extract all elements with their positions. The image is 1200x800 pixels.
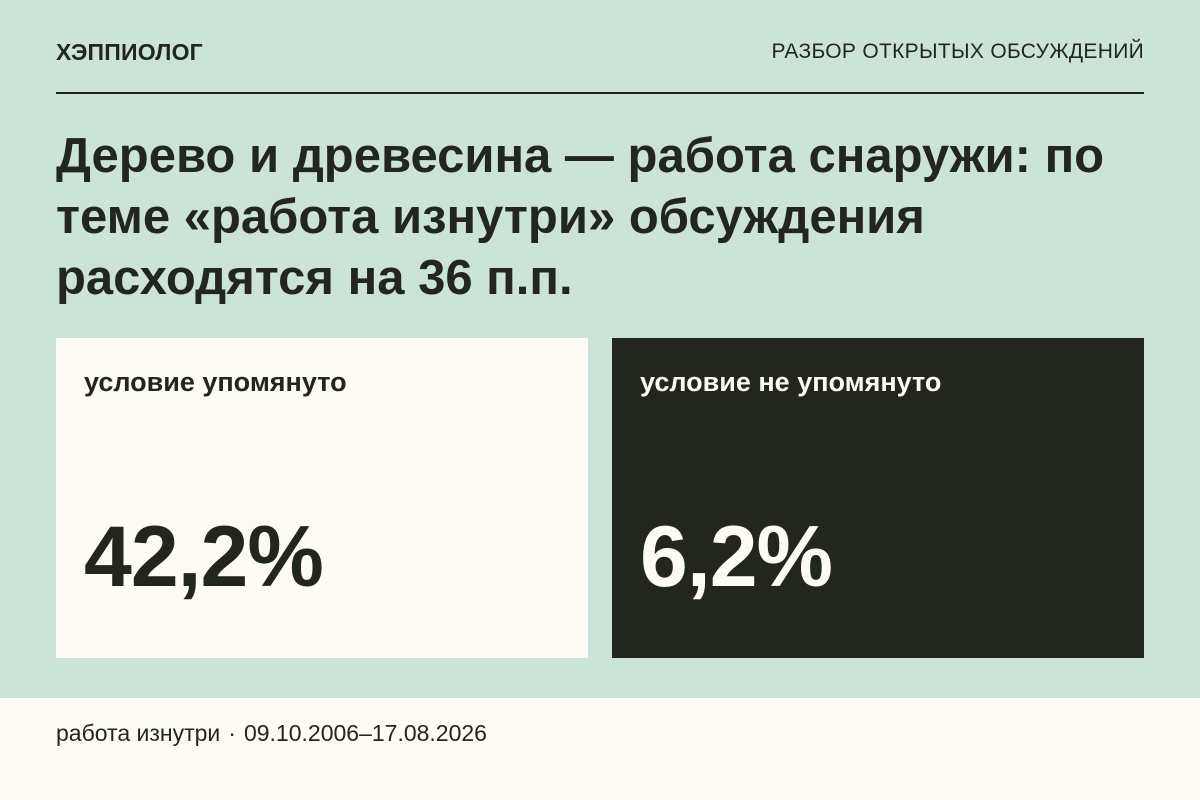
headline: Дерево и древесина — работа снаружи: по …	[56, 129, 1105, 305]
footer-caption: работа изнутри · 09.10.2006–17.08.2026	[56, 720, 487, 747]
footer-topic: работа изнутри	[56, 720, 221, 746]
footer: работа изнутри · 09.10.2006–17.08.2026	[0, 698, 1200, 800]
stat-card-not-mentioned: условие не упомянуто 6,2%	[612, 338, 1144, 658]
footer-date-range: 09.10.2006–17.08.2026	[243, 720, 487, 746]
stat-value-mentioned: 42,2%	[84, 509, 324, 605]
stat-card-mentioned: условие упомянуто 42,2%	[56, 338, 588, 658]
header-divider	[56, 92, 1144, 94]
stat-label-not-mentioned: условие не упомянуто	[640, 367, 942, 397]
section-title: РАЗБОР ОТКРЫТЫХ ОБСУЖДЕНИЙ	[771, 40, 1144, 63]
footer-separator: ·	[228, 720, 236, 746]
stat-value-not-mentioned: 6,2%	[640, 509, 833, 605]
top-bar: ХЭППИОЛОГ РАЗБОР ОТКРЫТЫХ ОБСУЖДЕНИЙ	[56, 36, 1144, 68]
brand-name: ХЭППИОЛОГ	[56, 38, 203, 65]
stat-label-mentioned: условие упомянуто	[84, 367, 347, 397]
